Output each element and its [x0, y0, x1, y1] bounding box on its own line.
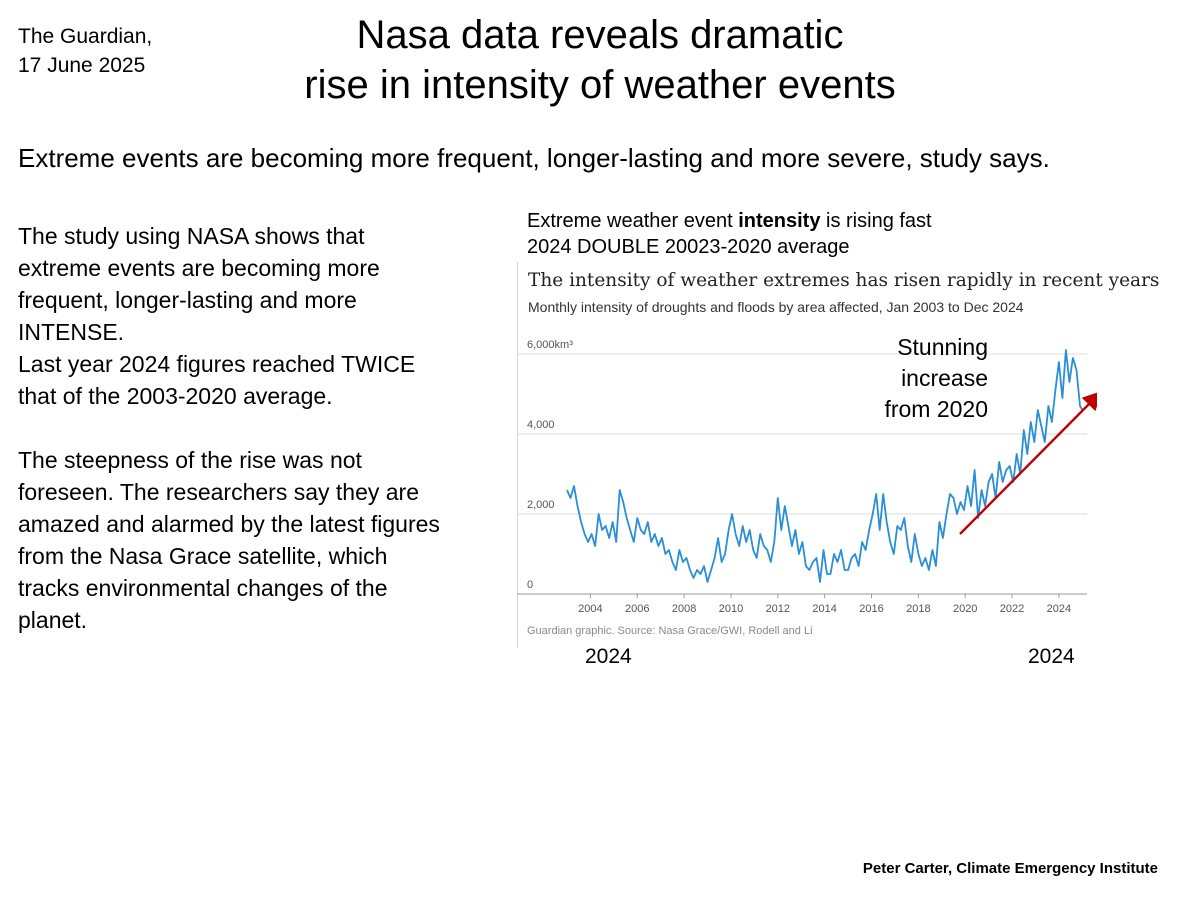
body-line: The steepness of the rise was not	[18, 447, 362, 473]
x-tick-label: 2018	[906, 603, 930, 615]
body-text: The study using NASA shows that extreme …	[18, 220, 508, 636]
chart-caption-line-1: Extreme weather event intensity is risin…	[527, 208, 932, 234]
author-credit: Peter Carter, Climate Emergency Institut…	[862, 860, 1158, 877]
body-line: planet.	[18, 607, 88, 633]
body-line: frequent, longer-lasting and more	[18, 287, 357, 313]
source-date: 17 June 2025	[18, 54, 146, 77]
annotation-line: increase	[901, 365, 988, 391]
y-tick-label: 4,000	[527, 419, 555, 431]
chart-title: The intensity of weather extremes has ri…	[528, 270, 1160, 291]
arrow-layer	[959, 390, 1097, 535]
x-tick-label: 2022	[1000, 603, 1024, 615]
series-layer	[566, 349, 1084, 583]
caption-suffix: is rising fast	[820, 210, 932, 232]
body-line: Last year 2024 figures reached TWICE	[18, 351, 416, 377]
x-tick-label: 2014	[812, 603, 836, 615]
grid-layer	[517, 353, 1087, 515]
x-tick-label: 2010	[719, 603, 743, 615]
chart-source-note: Guardian graphic. Source: Nasa Grace/GWI…	[527, 625, 813, 637]
trend-arrow	[959, 390, 1097, 535]
body-line: amazed and alarmed by the latest figures	[18, 511, 440, 537]
x-tick-label: 2006	[625, 603, 649, 615]
annotation-line: Stunning	[897, 334, 988, 360]
x-tick-label: 2008	[672, 603, 696, 615]
source-tag: The Guardian, 17 June 2025	[18, 22, 152, 80]
axis-layer: 0 2,000 4,000 6,000km³ 2004 2006 2008 2010 2012 2…	[517, 339, 1087, 615]
x-tick-label: 2012	[766, 603, 790, 615]
year-label-right: 2024	[1028, 645, 1075, 668]
body-line: INTENSE.	[18, 319, 125, 345]
y-tick-label: 0	[527, 579, 533, 591]
caption-bold: intensity	[738, 210, 821, 232]
x-tick-label: 2020	[953, 603, 977, 615]
chart-subtitle: Monthly intensity of droughts and floods…	[528, 299, 1024, 315]
source-publisher: The Guardian,	[18, 25, 153, 48]
chart-annotation: Stunning increase from 2020	[850, 332, 988, 425]
chart-caption-line-2: 2024 DOUBLE 20023-2020 average	[527, 236, 850, 258]
paragraph-gap	[18, 412, 508, 444]
caption-prefix: Extreme weather event	[527, 210, 739, 232]
body-line: from the Nasa Grace satellite, which	[18, 543, 388, 569]
year-label-left: 2024	[585, 645, 632, 668]
body-line: extreme events are becoming more	[18, 255, 380, 281]
title-line-2: rise in intensity of weather events	[304, 63, 896, 107]
body-line: tracks environmental changes of the	[18, 575, 388, 601]
slide-subtitle: Extreme events are becoming more frequen…	[18, 143, 1050, 173]
y-tick-label: 6,000km³	[527, 339, 573, 351]
line-chart: 0 2,000 4,000 6,000km³ 2004 2006 2008 2010 2012 2…	[517, 339, 1097, 615]
x-tick-label: 2004	[578, 603, 602, 615]
body-line: that of the 2003-2020 average.	[18, 383, 333, 409]
chart-frame	[517, 262, 1098, 648]
y-tick-label: 2,000	[527, 499, 555, 511]
slide-title: Nasa data reveals dramatic rise in inten…	[160, 10, 1040, 110]
body-line: The study using NASA shows that	[18, 223, 365, 249]
body-line: foreseen. The researchers say they are	[18, 479, 420, 505]
title-line-1: Nasa data reveals dramatic	[356, 13, 844, 57]
x-tick-label: 2024	[1047, 603, 1071, 615]
chart-caption: Extreme weather event intensity is risin…	[527, 208, 932, 260]
x-tick-label: 2016	[859, 603, 883, 615]
annotation-line: from 2020	[884, 396, 988, 422]
series-line-monthly-intensity	[566, 349, 1084, 583]
